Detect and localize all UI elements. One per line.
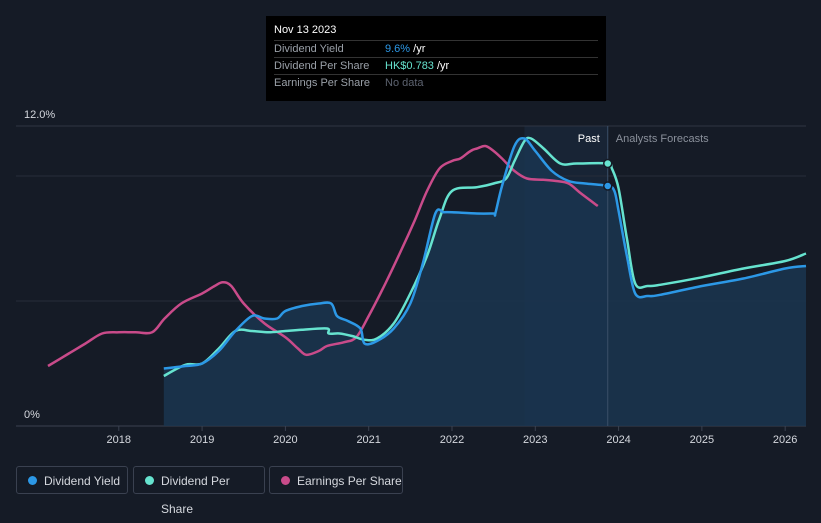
x-tick-label: 2019 — [190, 434, 214, 446]
x-tick-label: 2022 — [440, 434, 464, 446]
legend-dot-icon — [281, 476, 290, 485]
tooltip-date: Nov 13 2023 — [274, 24, 337, 36]
x-tick-label: 2024 — [606, 434, 630, 446]
tooltip-value: HK$0.783 — [385, 60, 434, 72]
tooltip: Nov 13 2023 Dividend Yield 9.6% /yr Divi… — [266, 16, 606, 101]
x-tick-label: 2021 — [356, 434, 380, 446]
legend-earnings-per-share[interactable]: Earnings Per Share — [269, 466, 403, 494]
tooltip-value: 9.6% — [385, 43, 411, 55]
tooltip-row-dividend-yield: Dividend Yield 9.6% /yr — [274, 40, 598, 58]
tooltip-row-earnings-per-share: Earnings Per Share No data — [274, 74, 598, 92]
x-axis-ticks: 2018 2019 2020 2021 2022 2023 2024 2025 2026 — [107, 426, 797, 446]
tooltip-label: Dividend Yield — [274, 43, 344, 55]
dividend-per-share-line — [163, 136, 807, 378]
legend-dividend-yield[interactable]: Dividend Yield — [16, 466, 128, 494]
legend-label: Dividend Yield — [44, 474, 121, 488]
tooltip-value: No data — [385, 77, 424, 89]
tooltip-label: Earnings Per Share — [274, 77, 370, 89]
legend-label: Earnings Per Share — [297, 474, 402, 488]
x-tick-label: 2023 — [523, 434, 547, 446]
y-axis-label-bottom: 0% — [24, 409, 40, 421]
analysts-forecasts-label: Analysts Forecasts — [616, 133, 709, 145]
legend-dot-icon — [28, 476, 37, 485]
dividend-per-share-marker[interactable] — [603, 158, 613, 169]
x-tick-label: 2018 — [107, 434, 131, 446]
past-label: Past — [578, 133, 600, 145]
tooltip-unit: /yr — [433, 60, 450, 72]
tooltip-row-dividend-per-share: Dividend Per Share HK$0.783 /yr — [274, 57, 598, 75]
x-tick-label: 2025 — [690, 434, 714, 446]
x-tick-label: 2020 — [273, 434, 297, 446]
dividend-yield-marker[interactable] — [603, 181, 613, 191]
dividend-yield-area — [163, 138, 807, 426]
legend-dot-icon — [145, 476, 154, 485]
y-axis-label-top: 12.0% — [24, 109, 55, 121]
dividend-yield-line — [163, 136, 807, 370]
tooltip-unit: /yr — [410, 43, 426, 55]
x-tick-label: 2026 — [773, 434, 797, 446]
tooltip-label: Dividend Per Share — [274, 60, 370, 72]
legend-dividend-per-share[interactable]: Dividend Per Share — [133, 466, 265, 516]
chart: 12.0% 0% Past Analysts Forecasts 2018 201… — [16, 109, 807, 446]
